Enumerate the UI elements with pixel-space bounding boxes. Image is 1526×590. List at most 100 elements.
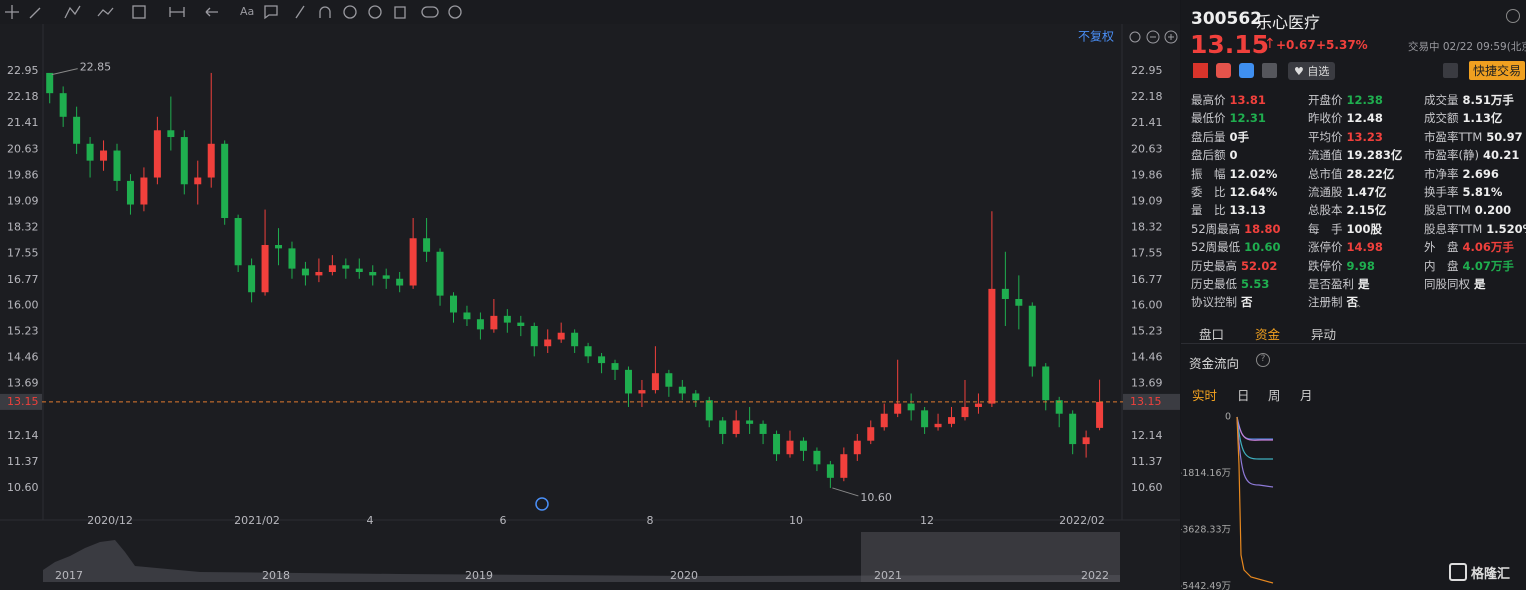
candle-body [719, 420, 727, 434]
stat-label: 开盘价 [1308, 93, 1343, 107]
y-tick-label: 20.63 [1131, 143, 1163, 156]
candle-body [463, 312, 471, 320]
x-tick-label: 2020/12 [87, 514, 133, 527]
stat-row: 平均价 13.23 [1308, 129, 1383, 145]
quote-panel: 300562 乐心医疗 13.15 ↑ +0.67 +5.37% 交易中 02/… [1181, 0, 1526, 590]
stat-label: 盘后量 [1191, 129, 1226, 144]
stat-value: 28.22亿 [1346, 166, 1395, 181]
stat-row: 同股同权是 [1424, 276, 1486, 292]
last-price-tag [0, 393, 42, 410]
candle-body [948, 417, 956, 424]
candle-body [73, 116, 81, 144]
navigator [43, 532, 1120, 582]
x-tick-label: 2021/02 [234, 514, 280, 527]
tab[interactable]: 资金 [1255, 327, 1281, 342]
stat-value: 1.47亿 [1346, 185, 1387, 199]
stat-value: 52.02 [1241, 258, 1278, 273]
x-tick-label: 4 [367, 514, 374, 527]
navigator-year: 2017 [55, 569, 83, 582]
stat-value: 10.60 [1244, 240, 1281, 255]
trade-button[interactable]: 快捷交易 [1469, 61, 1526, 80]
period-tab[interactable]: 实时 [1192, 388, 1218, 403]
candle-body [288, 248, 296, 269]
adjust-toggle[interactable]: 不复权 [1078, 30, 1114, 44]
candle-body [544, 339, 552, 347]
period-tab[interactable]: 月 [1300, 388, 1313, 403]
status: 交易中 02/22 09:59(北京 [1408, 41, 1526, 53]
stat-value: 13.23 [1346, 129, 1383, 144]
stat-label: 总股本 [1308, 203, 1343, 218]
stat-label: 52周最低 [1191, 240, 1241, 255]
candle-body [1001, 288, 1009, 299]
watch-button[interactable]: ♥ 自选 [1288, 62, 1336, 80]
candle-body [1042, 366, 1050, 401]
y-tick-label: 22.18 [1131, 90, 1163, 103]
stat-row: 振 幅 12.02% [1191, 166, 1277, 182]
candle-body [880, 413, 888, 428]
change: +0.67 [1276, 38, 1316, 52]
min-label: 10.60 [860, 491, 892, 504]
candle-body [1082, 437, 1090, 445]
period-tab[interactable]: 日 [1237, 388, 1250, 403]
candle-body [450, 295, 457, 313]
navigator-year: 2019 [465, 569, 493, 582]
stat-row: 总市值 28.22亿 [1308, 166, 1394, 182]
candle-body [153, 130, 161, 178]
last-price-label: 13.15 [1130, 395, 1162, 408]
zoom-icons[interactable] [1129, 30, 1178, 44]
candle-body [961, 406, 969, 418]
stat-row: 成交额 1.13亿 [1424, 110, 1502, 126]
tag-icon [1239, 63, 1254, 78]
y-tick-label: 14.46 [1131, 351, 1163, 364]
y-tick-label: 18.32 [7, 220, 39, 233]
stat-value: 5.53 [1241, 277, 1270, 291]
alert-icon[interactable] [1443, 63, 1458, 78]
stat-value: 12.64% [1229, 185, 1278, 199]
y-tick-label: 19.09 [7, 194, 39, 207]
navigator-window[interactable] [861, 532, 1120, 582]
candle-body [194, 177, 202, 185]
period-tab[interactable]: 周 [1268, 388, 1281, 403]
stat-value: 否 [1346, 295, 1359, 310]
candle-body [113, 150, 121, 181]
stat-value: 4.06万手 [1462, 240, 1514, 255]
stat-row: 52周最低 10.60 [1191, 239, 1281, 255]
stat-row: 流通值 19.283亿 [1308, 147, 1402, 163]
tag-icon [1216, 63, 1231, 78]
fund-chart: 0 -1814.16万 -3628.33万 -5442.49万 [1181, 412, 1274, 590]
stat-label: 振 幅 [1191, 166, 1226, 181]
price: 13.15 [1190, 30, 1270, 59]
candle-body [301, 268, 309, 276]
fund-y-label: 0 [1225, 412, 1231, 423]
candle-body [369, 272, 377, 276]
tab[interactable]: 异动 [1311, 327, 1337, 342]
stat-label: 52周最高 [1191, 221, 1241, 236]
candle-body [894, 403, 902, 414]
y-tick-label: 16.77 [1131, 273, 1163, 286]
brand: 格隆汇 [1449, 563, 1510, 582]
stat-label: 成交额 [1424, 111, 1459, 126]
stat-value: 19.283亿 [1346, 148, 1403, 163]
tab[interactable]: 盘口 [1199, 327, 1225, 342]
watch-label: 自选 [1307, 65, 1330, 78]
event-marker[interactable] [535, 497, 549, 511]
candle-body [611, 363, 619, 370]
candle-body [396, 278, 404, 286]
y-tick-label: 15.23 [1131, 325, 1163, 338]
candle-body [1096, 401, 1104, 428]
stat-label: 股息率TTM [1424, 221, 1483, 236]
stat-label: 最低价 [1191, 111, 1226, 126]
stat-value: 12.31 [1229, 111, 1266, 126]
stat-value: 否 [1241, 295, 1253, 310]
y-tick-label: 10.60 [7, 481, 39, 494]
stat-row: 历史最高 52.02 [1191, 258, 1277, 274]
change-pct: +5.37% [1316, 38, 1368, 52]
stat-label: 每 手 [1308, 221, 1343, 236]
help-icon[interactable]: ? [1256, 353, 1270, 367]
settings-icon[interactable] [1506, 9, 1520, 23]
candle-body [678, 386, 686, 394]
y-tick-label: 16.00 [7, 299, 39, 312]
candle-body [180, 137, 188, 185]
collapse-icon[interactable]: ⌃ [1354, 304, 1363, 315]
